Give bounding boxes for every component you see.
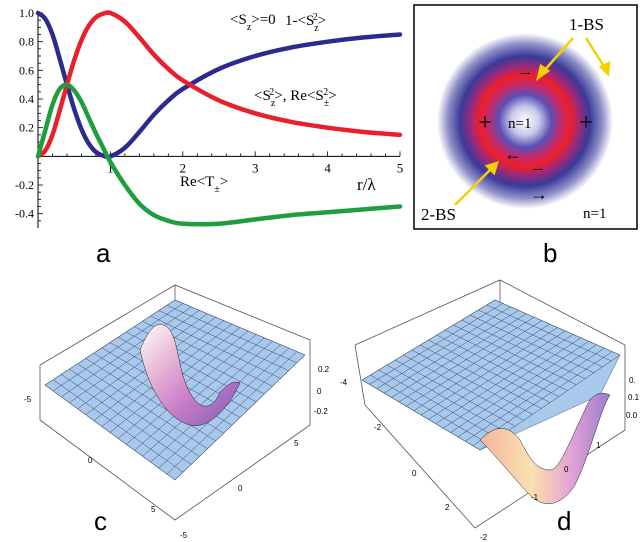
- surface-grid-line: [469, 314, 594, 374]
- label-sz2-res2: <Sz2>, Re<S±2>: [254, 87, 337, 109]
- surface-grid-line: [142, 341, 273, 457]
- x-tick-label: 1: [107, 160, 114, 175]
- x-tick-label: 2: [180, 160, 187, 175]
- pointer-arrows: [454, 37, 611, 206]
- center-label-n1: n=1: [508, 116, 531, 132]
- tick-d-y-neg2: -2: [374, 423, 382, 432]
- surface-grid-line: [445, 329, 568, 391]
- label-re-t: Re<T±>: [180, 174, 228, 195]
- series-line-1: [35, 10, 403, 159]
- panel-label-a: a: [96, 238, 111, 268]
- surface-grid-line: [478, 309, 603, 368]
- tick-d-z-0dot: 0.: [629, 376, 636, 385]
- surface-grid-line: [457, 344, 597, 438]
- arrow-right-glyph: →: [530, 184, 548, 204]
- surface-grid-line: [486, 304, 612, 362]
- panel-label-c: c: [94, 506, 107, 536]
- surface-grid-line: [166, 351, 298, 475]
- panel-d-ticks: -4 -2 0 2 -2 -1 0 1 0. 0.1 0.0: [340, 376, 640, 542]
- surface-grid-line: [428, 330, 566, 420]
- tick-c-x-0: 0: [238, 484, 243, 493]
- tick-c-z-0: 0: [317, 387, 322, 396]
- panel-a-line-chart: 1 2 3 4 5 1.0 0.8 0.6 0.4 0.2 -0.2 -0.4 <Sz>=0 1-<S…: [15, 6, 403, 268]
- tick-c-y-0: 0: [88, 456, 93, 465]
- panel-c-3d-surface: -5 0 5 -5 0 5 0.2 0 -0.2 c: [24, 284, 330, 540]
- surface-grid-line: [494, 299, 621, 356]
- surface-grid-line: [174, 354, 306, 481]
- series-line-0: [35, 10, 403, 160]
- surface-grid-line: [450, 341, 589, 433]
- sign-minus-bottom: −: [532, 159, 543, 181]
- x-tick-label: 4: [324, 160, 331, 175]
- y-tick-label: -0.4: [15, 207, 34, 221]
- x-axis-label: r/λ: [357, 175, 376, 194]
- tick-d-y-2: 2: [445, 503, 450, 512]
- tick-d-y-neg4: -4: [340, 378, 348, 387]
- tick-c-x-5: 5: [294, 439, 299, 448]
- annotation-sz-zero: <Sz>=0: [230, 12, 276, 33]
- tick-d-x-neg2: -2: [480, 533, 488, 542]
- tick-d-z-0.1: 0.1: [628, 393, 640, 402]
- tick-d-y-0: 0: [412, 469, 417, 478]
- surface-grid-line: [166, 305, 297, 364]
- sign-plus-right: +: [579, 110, 593, 136]
- surface-grid-line: [134, 337, 265, 451]
- tick-c-z-0.2: 0.2: [318, 365, 330, 374]
- tick-c-z-neg0.2: -0.2: [314, 407, 328, 416]
- tick-d-z-0.0: 0.0: [626, 411, 638, 420]
- panel-d-3d-surface: -4 -2 0 2 -2 -1 0 1 0. 0.1 0.0 d: [340, 279, 640, 542]
- label-one-minus-sz2: 1-<Sz2>: [285, 12, 326, 34]
- tick-d-x-0: 0: [564, 465, 569, 474]
- series-line-2: [35, 82, 403, 227]
- tick-c-y-neg5: -5: [24, 395, 32, 404]
- corner-label-n1: n=1: [583, 206, 606, 222]
- x-tick-label: 3: [252, 160, 259, 175]
- tick-d-x-1: 1: [596, 441, 601, 450]
- surface-grid-line: [174, 299, 306, 356]
- y-tick-label: 0.8: [19, 35, 34, 49]
- tick-d-x-neg1: -1: [531, 493, 539, 502]
- y-tick-label: 1.0: [19, 6, 34, 20]
- surface-grid-line: [461, 319, 586, 379]
- panel-label-d: d: [557, 506, 571, 536]
- panel-label-b: b: [543, 238, 557, 268]
- label-2-bs: 2-BS: [421, 205, 456, 224]
- ring-density: [437, 33, 613, 209]
- panel-c-ticks: -5 0 5 -5 0 5 0.2 0 -0.2: [24, 365, 330, 540]
- surface-grid-line: [436, 334, 559, 397]
- surface-d-dip: [479, 392, 611, 504]
- sign-minus-top: −: [519, 63, 530, 85]
- panel-a-ticks: 1 2 3 4 5 1.0 0.8 0.6 0.4 0.2 -0.2 -0.4: [15, 6, 404, 222]
- panel-b-density-map: n=1 n=1 1-BS 2-BS − + + − ← → b: [413, 4, 638, 268]
- arrow-left-glyph: ←: [504, 144, 522, 164]
- surface-c-peak: [139, 324, 241, 426]
- surface-grid-line: [442, 337, 582, 429]
- sign-plus-left: +: [478, 110, 492, 136]
- y-tick-label: 0.4: [19, 92, 34, 106]
- surface-grid-line: [453, 324, 577, 385]
- surface-grid-line: [435, 334, 574, 424]
- surface-grid-line: [158, 310, 289, 371]
- y-tick-label: 0.2: [19, 121, 34, 135]
- y-tick-label: -0.2: [15, 178, 34, 192]
- y-tick-label: 0.6: [19, 63, 34, 77]
- surface-grid-line: [126, 334, 257, 445]
- x-tick-label: 5: [397, 160, 404, 175]
- label-1-bs: 1-BS: [569, 15, 604, 34]
- panel-a-series: [35, 10, 403, 227]
- tick-c-y-5: 5: [151, 505, 156, 514]
- surface-grid-line: [150, 315, 281, 379]
- surface-grid-line: [465, 347, 605, 442]
- tick-c-x-neg5: -5: [180, 531, 188, 540]
- surface-grid-line: [420, 327, 558, 416]
